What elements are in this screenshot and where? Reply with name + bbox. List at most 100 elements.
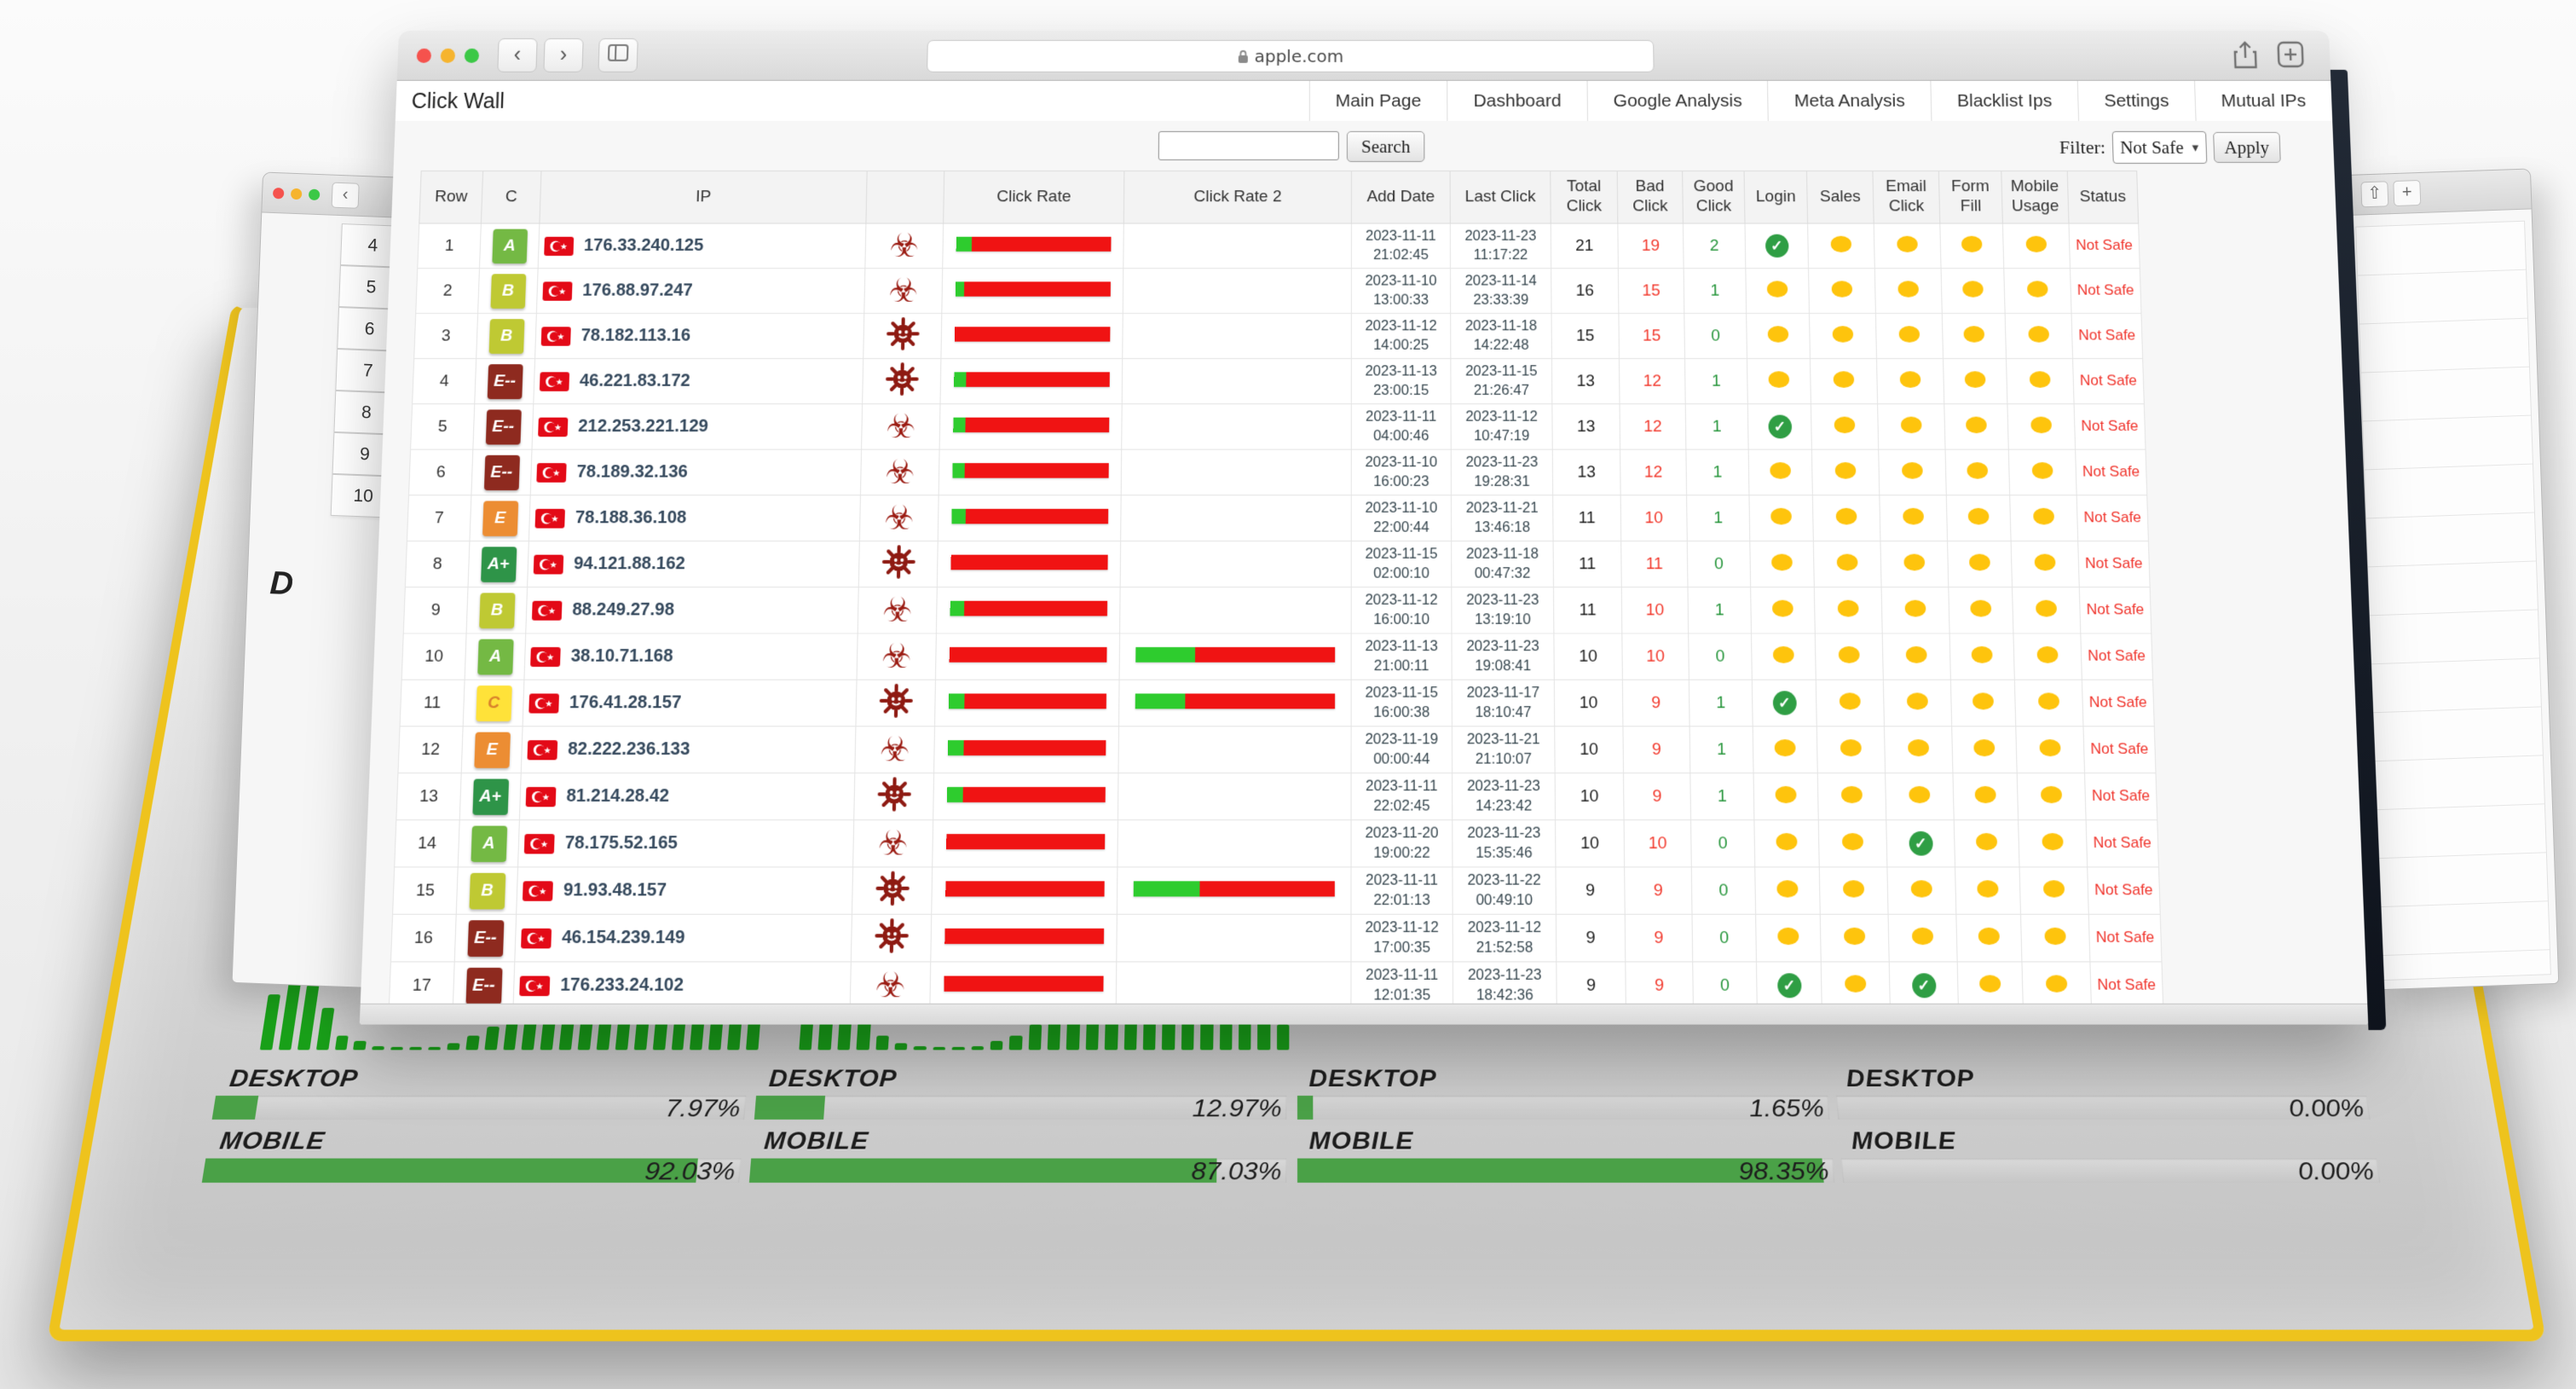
close-icon[interactable] bbox=[272, 187, 285, 199]
new-tab-icon[interactable]: + bbox=[2393, 179, 2422, 207]
search-button[interactable]: Search bbox=[1346, 130, 1425, 162]
table-row[interactable]: 16 E-- 46.154.239.149 2023-11-12 17:00:35 202… bbox=[390, 914, 2162, 962]
share-icon[interactable]: ⇧ bbox=[2360, 181, 2389, 208]
column-header-login[interactable]: Login bbox=[1744, 171, 1808, 224]
biohazard-icon: ☣ bbox=[886, 408, 916, 446]
share-icon[interactable] bbox=[2232, 41, 2263, 70]
column-header-ip[interactable]: IP bbox=[539, 171, 868, 224]
background-window-titlebar: ‹ bbox=[262, 172, 407, 218]
cell-good-click: 1 bbox=[1689, 680, 1753, 726]
close-icon[interactable] bbox=[416, 48, 432, 63]
new-tab-icon[interactable] bbox=[2276, 41, 2307, 70]
column-header-total-click[interactable]: Total Click bbox=[1550, 171, 1618, 224]
pending-dot-icon bbox=[1777, 927, 1799, 945]
table-row[interactable]: 9 B 88.249.27.98 ☣ 2023-11-12 16:00:10 2023-11… bbox=[403, 587, 2151, 634]
pending-dot-icon bbox=[1770, 461, 1792, 479]
click-rate-bar bbox=[956, 236, 1112, 252]
chart-bar bbox=[353, 1040, 367, 1050]
column-header-click-rate[interactable]: Click Rate bbox=[943, 171, 1124, 224]
table-row[interactable]: 8 A+ 94.121.88.162 2023-11-15 02:00:10 2023-1… bbox=[405, 541, 2151, 587]
column-header-add-date[interactable]: Add Date bbox=[1351, 171, 1451, 224]
table-row[interactable]: 5 E-- 212.253.221.129 ☣ 2023-11-11 04:00:46 20… bbox=[410, 403, 2146, 450]
table-row[interactable]: 7 E 78.188.36.108 ☣ 2023-11-10 22:00:44 2023-1… bbox=[407, 495, 2149, 541]
cell-form-fill bbox=[1939, 223, 2004, 269]
forward-icon[interactable]: › bbox=[543, 38, 584, 72]
turkey-flag-icon bbox=[540, 326, 571, 346]
ip-address: 78.188.36.108 bbox=[575, 507, 687, 528]
nav-item-settings[interactable]: Settings bbox=[2076, 80, 2196, 122]
nav-item-blacklist-ips[interactable]: Blacklist Ips bbox=[1930, 80, 2079, 122]
cell-good-click: 0 bbox=[1690, 819, 1755, 867]
cell-threat bbox=[852, 866, 933, 915]
table-row[interactable]: 2 B 176.88.97.247 ☣ 2023-11-10 13:00:33 2023-1… bbox=[415, 268, 2141, 314]
search-input[interactable] bbox=[1158, 130, 1339, 160]
cell-click-rate bbox=[939, 358, 1123, 404]
filter-select[interactable]: Not Safe ▾ bbox=[2111, 130, 2207, 164]
table-row[interactable]: 17 E-- 176.233.24.102 ☣ 2023-11-11 12:01:35 20… bbox=[389, 961, 2163, 1004]
biohazard-icon: ☣ bbox=[889, 228, 920, 264]
turkey-flag-icon bbox=[530, 646, 561, 667]
turkey-flag-icon bbox=[519, 975, 551, 996]
nav-item-google-analysis[interactable]: Google Analysis bbox=[1586, 80, 1769, 122]
column-header-good-click[interactable]: Good Click bbox=[1682, 171, 1746, 224]
ip-address: 46.221.83.172 bbox=[579, 371, 691, 391]
pending-dot-icon bbox=[1971, 645, 1993, 663]
mobile-label: MOBILE bbox=[1850, 1127, 1958, 1155]
pending-dot-icon bbox=[1974, 785, 1996, 803]
cell-status: Not Safe bbox=[2071, 313, 2143, 359]
click-rate-bar bbox=[950, 600, 1107, 616]
cell-row-number: 10 bbox=[401, 633, 467, 680]
table-row[interactable]: 3 B 78.182.113.16 2023-11-12 14:00:25 2023-11… bbox=[413, 313, 2143, 359]
column-header-bad-click[interactable]: Bad Click bbox=[1617, 171, 1684, 224]
filter-selected-value: Not Safe bbox=[2119, 136, 2184, 158]
column-header-row[interactable]: Row bbox=[419, 171, 483, 224]
desktop-progress-bar: 0.00% bbox=[1835, 1093, 2371, 1121]
table-row[interactable]: 6 E-- 78.189.32.136 ☣ 2023-11-10 16:00:23 2023… bbox=[408, 449, 2147, 495]
table-row[interactable]: 4 E-- 46.221.83.172 2023-11-13 23:00:15 2023-… bbox=[412, 358, 2145, 404]
table-row[interactable]: 15 B 91.93.48.157 2023-11-11 22:01:13 2023-11… bbox=[392, 866, 2161, 915]
last-click-time: 21:52:58 bbox=[1476, 939, 1533, 956]
table-row[interactable]: 13 A+ 81.214.28.42 2023-11-11 22:02:45 2023-1… bbox=[396, 773, 2157, 820]
back-icon[interactable]: ‹ bbox=[331, 182, 360, 209]
cell-bad-click: 15 bbox=[1618, 268, 1684, 314]
cell-row-number: 6 bbox=[408, 449, 473, 495]
table-row[interactable]: 14 A 78.175.52.165 ☣ 2023-11-20 19:00:22 2023-… bbox=[394, 819, 2159, 867]
last-click-time: 21:26:47 bbox=[1473, 382, 1529, 398]
apply-button[interactable]: Apply bbox=[2212, 131, 2281, 163]
nav-item-dashboard[interactable]: Dashboard bbox=[1447, 80, 1587, 122]
nav-item-meta-analysis[interactable]: Meta Analysis bbox=[1767, 80, 1932, 122]
cell-threat: ☣ bbox=[857, 633, 937, 680]
column-header-click-rate-2[interactable]: Click Rate 2 bbox=[1123, 171, 1352, 224]
maximize-icon[interactable] bbox=[308, 188, 321, 200]
column-header-mobile-usage[interactable]: Mobile Usage bbox=[2001, 171, 2069, 224]
nav-item-mutual-ips[interactable]: Mutual IPs bbox=[2193, 80, 2333, 122]
table-row[interactable]: 10 A 38.10.71.168 ☣ 2023-11-13 21:00:11 2023-1… bbox=[401, 633, 2153, 680]
cell-login bbox=[1754, 866, 1821, 915]
maximize-icon[interactable] bbox=[464, 48, 480, 63]
pending-dot-icon bbox=[1901, 461, 1923, 479]
column-header-status[interactable]: Status bbox=[2067, 171, 2139, 224]
cell-click-rate-2 bbox=[1121, 403, 1352, 450]
column-header-threat-icon[interactable] bbox=[865, 171, 944, 224]
column-header-sales[interactable]: Sales bbox=[1806, 171, 1874, 224]
table-row[interactable]: 12 E 82.222.236.133 ☣ 2023-11-19 00:00:44 2023… bbox=[397, 726, 2156, 773]
cell-ip: 176.41.28.157 bbox=[523, 680, 858, 726]
sidebar-toggle-icon[interactable] bbox=[598, 38, 638, 72]
chart-bar bbox=[875, 1035, 889, 1050]
last-click-date: 2023-11-23 bbox=[1465, 454, 1539, 471]
back-icon[interactable]: ‹ bbox=[497, 38, 538, 72]
column-header-c[interactable]: C bbox=[481, 171, 541, 224]
chart-bar bbox=[933, 1046, 946, 1050]
address-bar[interactable]: apple.com bbox=[927, 39, 1655, 72]
last-click-time: 21:10:07 bbox=[1475, 750, 1532, 767]
column-header-last-click[interactable]: Last Click bbox=[1450, 171, 1551, 224]
nav-item-main-page[interactable]: Main Page bbox=[1308, 80, 1447, 122]
cell-row-number: 4 bbox=[412, 358, 477, 404]
table-row[interactable]: 11 C 176.41.28.157 2023-11-15 16:00:38 2023-1… bbox=[400, 680, 2155, 726]
column-header-email-click[interactable]: Email Click bbox=[1872, 171, 1940, 224]
minimize-icon[interactable] bbox=[290, 188, 303, 200]
pending-dot-icon bbox=[1838, 645, 1860, 663]
table-row[interactable]: 1 A 176.33.240.125 ☣ 2023-11-11 21:02:45 2023-… bbox=[417, 223, 2140, 269]
minimize-icon[interactable] bbox=[440, 48, 456, 63]
column-header-form-fill[interactable]: Form Fill bbox=[1938, 171, 2003, 224]
